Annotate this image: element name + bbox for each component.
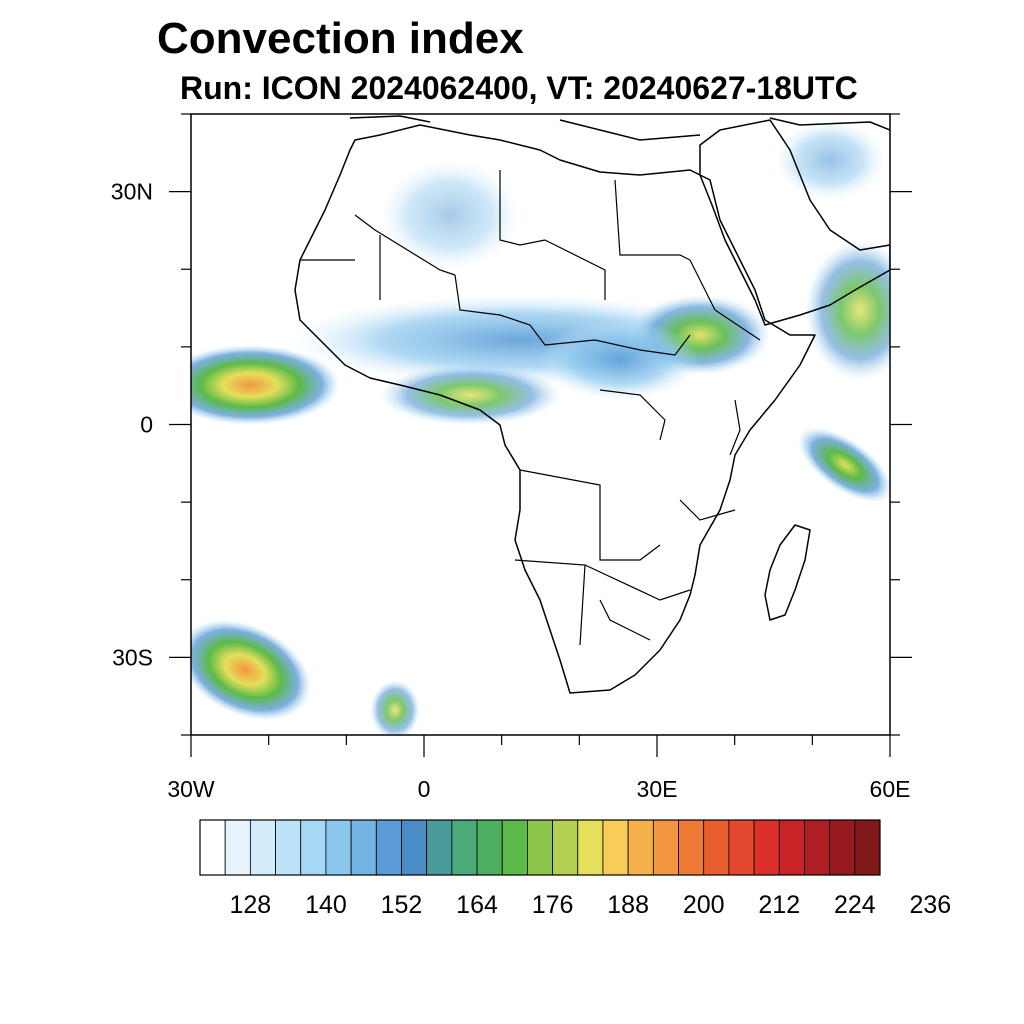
colorbar-swatch <box>426 819 453 876</box>
field-south-atlantic <box>191 619 312 721</box>
colorbar-swatch <box>275 819 302 876</box>
field-atlantic-itcz <box>191 345 340 425</box>
x-tick-label: 30E <box>637 776 678 802</box>
colorbar: 128 140 152 164 176 188 200 212 224 236 <box>199 819 952 919</box>
colorbar-swatch <box>552 819 579 876</box>
colorbar-swatch <box>325 819 352 876</box>
colorbar-swatch <box>728 819 755 876</box>
colorbar-swatch <box>652 819 679 876</box>
colorbar-swatch <box>854 819 881 876</box>
colorbar-swatch <box>199 819 226 876</box>
axis-layer: 30W 0 30E 60E 30N 0 30S <box>111 113 912 802</box>
colorbar-swatch <box>249 819 276 876</box>
x-tick-label: 30W <box>167 776 215 802</box>
colorbar-swatch <box>778 819 805 876</box>
colorbar-swatch <box>804 819 831 876</box>
colorbar-label: 212 <box>758 891 800 919</box>
colorbar-swatch <box>501 819 528 876</box>
colorbar-swatch <box>401 819 428 876</box>
europe-coastline <box>349 115 890 141</box>
colorbar-swatch <box>602 819 629 876</box>
field-south-atlantic-2 <box>370 680 420 735</box>
country-borders <box>300 170 761 646</box>
chart-title: Convection index <box>157 14 524 63</box>
y-tick-label: 30N <box>111 179 153 205</box>
colorbar-swatch <box>753 819 780 876</box>
colorbar-label: 128 <box>230 891 272 919</box>
x-tick-label: 0 <box>418 776 431 802</box>
madagascar-coastline <box>764 524 811 621</box>
colorbar-swatch <box>476 819 503 876</box>
colorbar-swatch <box>829 819 856 876</box>
field-indian-ocean <box>797 427 890 503</box>
field-arabian-sea <box>805 240 890 380</box>
x-tick-label: 60E <box>870 776 911 802</box>
field-guinea-coast <box>380 365 560 425</box>
chart-subtitle: Run: ICON 2024062400, VT: 20240627-18UTC <box>180 70 858 106</box>
colorbar-swatch <box>703 819 730 876</box>
field-sahara-cells <box>380 160 520 270</box>
colorbar-label: 176 <box>532 891 574 919</box>
colorbar-label: 152 <box>381 891 423 919</box>
y-tick-label: 0 <box>140 412 153 438</box>
colorbar-swatch <box>577 819 604 876</box>
colorbar-swatch <box>627 819 654 876</box>
colorbar-swatch <box>350 819 377 876</box>
colorbar-swatch <box>224 819 251 876</box>
colorbar-label: 164 <box>456 891 498 919</box>
arabia-coastline <box>699 119 890 326</box>
colorbar-swatch <box>678 819 705 876</box>
colorbar-swatch <box>300 819 327 876</box>
y-tick-label: 30S <box>112 644 153 670</box>
colorbar-label: 188 <box>607 891 649 919</box>
colorbar-swatch <box>375 819 402 876</box>
plot-frame <box>190 113 891 736</box>
colorbar-swatch <box>527 819 553 876</box>
colorbar-swatch <box>451 819 478 876</box>
colorbar-label: 140 <box>305 891 347 919</box>
field-arabia-cells <box>775 120 885 200</box>
field-central-africa <box>540 320 700 400</box>
colorbar-label: 200 <box>683 891 725 919</box>
convection-field <box>191 120 890 735</box>
colorbar-label: 236 <box>910 891 952 919</box>
coastlines <box>294 115 890 694</box>
colorbar-label: 224 <box>834 891 876 919</box>
africa-coastline <box>294 124 816 694</box>
